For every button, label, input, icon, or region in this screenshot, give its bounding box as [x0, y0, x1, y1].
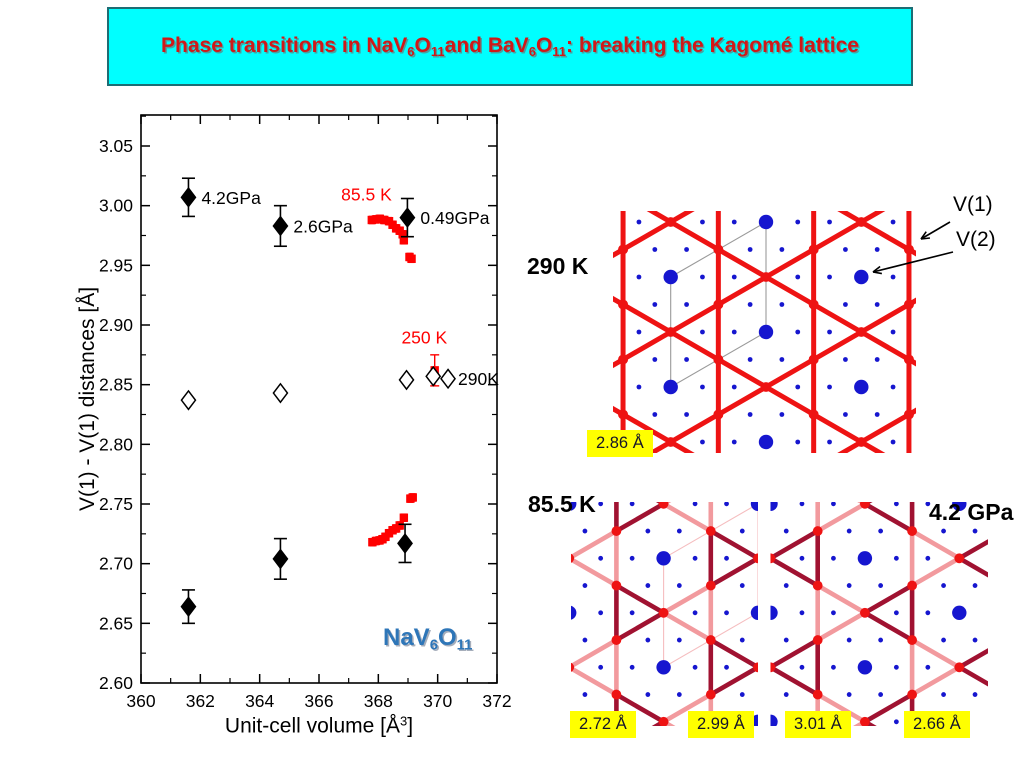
svg-text:3.00: 3.00 — [99, 196, 133, 216]
svg-text:2.95: 2.95 — [99, 255, 133, 275]
svg-text:364: 364 — [245, 691, 274, 711]
svg-text:362: 362 — [186, 691, 215, 711]
svg-text:372: 372 — [482, 691, 511, 711]
title-banner: Phase transitions in NaV6O11and BaV6O11:… — [107, 7, 913, 86]
svg-text:366: 366 — [304, 691, 333, 711]
lattice-bottom-left-temperature-label: 85.5 K — [528, 491, 596, 517]
v1-site-label: V(1) — [953, 193, 993, 216]
svg-text:2.65: 2.65 — [99, 613, 133, 633]
svg-text:2.90: 2.90 — [99, 315, 133, 335]
svg-text:0.49GPa: 0.49GPa — [420, 208, 489, 228]
v2-site-label: V(2) — [956, 228, 996, 251]
svg-text:250 K: 250 K — [401, 327, 447, 347]
x-axis-label: Unit-cell volume [Å3] — [224, 713, 414, 738]
chart-plot: 360 362 364 366 368 370 372 2.60 2.65 2.70 2.75 2.8… — [99, 114, 512, 711]
bond-length-tag-290k: 2.86 Å — [587, 430, 653, 457]
svg-text:360: 360 — [126, 691, 155, 711]
annotation-arrows — [872, 221, 954, 275]
compound-formula-annotation: NaV6O11 — [383, 624, 473, 654]
svg-text:2.75: 2.75 — [99, 494, 133, 514]
bond-length-tag-855k-short: 2.72 Å — [570, 711, 636, 738]
kagome-855k — [571, 502, 758, 726]
bond-length-tag-855k-long: 2.99 Å — [688, 711, 754, 738]
lattice-bottom-right-pressure-label: 4.2 GPa — [929, 499, 1014, 525]
svg-text:3.05: 3.05 — [99, 136, 133, 156]
svg-text:2.60: 2.60 — [99, 673, 133, 693]
bond-length-tag-42gpa-long: 3.01 Å — [785, 711, 851, 738]
svg-text:4.2GPa: 4.2GPa — [201, 188, 261, 208]
svg-text:370: 370 — [423, 691, 452, 711]
y-axis-label: V(1) - V(1) distances [Å] — [76, 286, 99, 512]
lattice-top-temperature-label: 290 K — [527, 253, 589, 279]
kagome-42gpa — [770, 502, 988, 726]
svg-text:2.85: 2.85 — [99, 375, 133, 395]
svg-text:2.80: 2.80 — [99, 434, 133, 454]
svg-text:85.5 K: 85.5 K — [341, 184, 392, 204]
svg-text:2.6GPa: 2.6GPa — [293, 216, 353, 236]
slide-title: Phase transitions in NaV6O11and BaV6O11:… — [161, 34, 859, 59]
svg-text:2.70: 2.70 — [99, 554, 133, 574]
kagome-290k — [613, 211, 916, 453]
bond-length-tag-42gpa-short: 2.66 Å — [904, 711, 970, 738]
svg-text:290K: 290K — [458, 369, 499, 389]
svg-text:368: 368 — [364, 691, 393, 711]
